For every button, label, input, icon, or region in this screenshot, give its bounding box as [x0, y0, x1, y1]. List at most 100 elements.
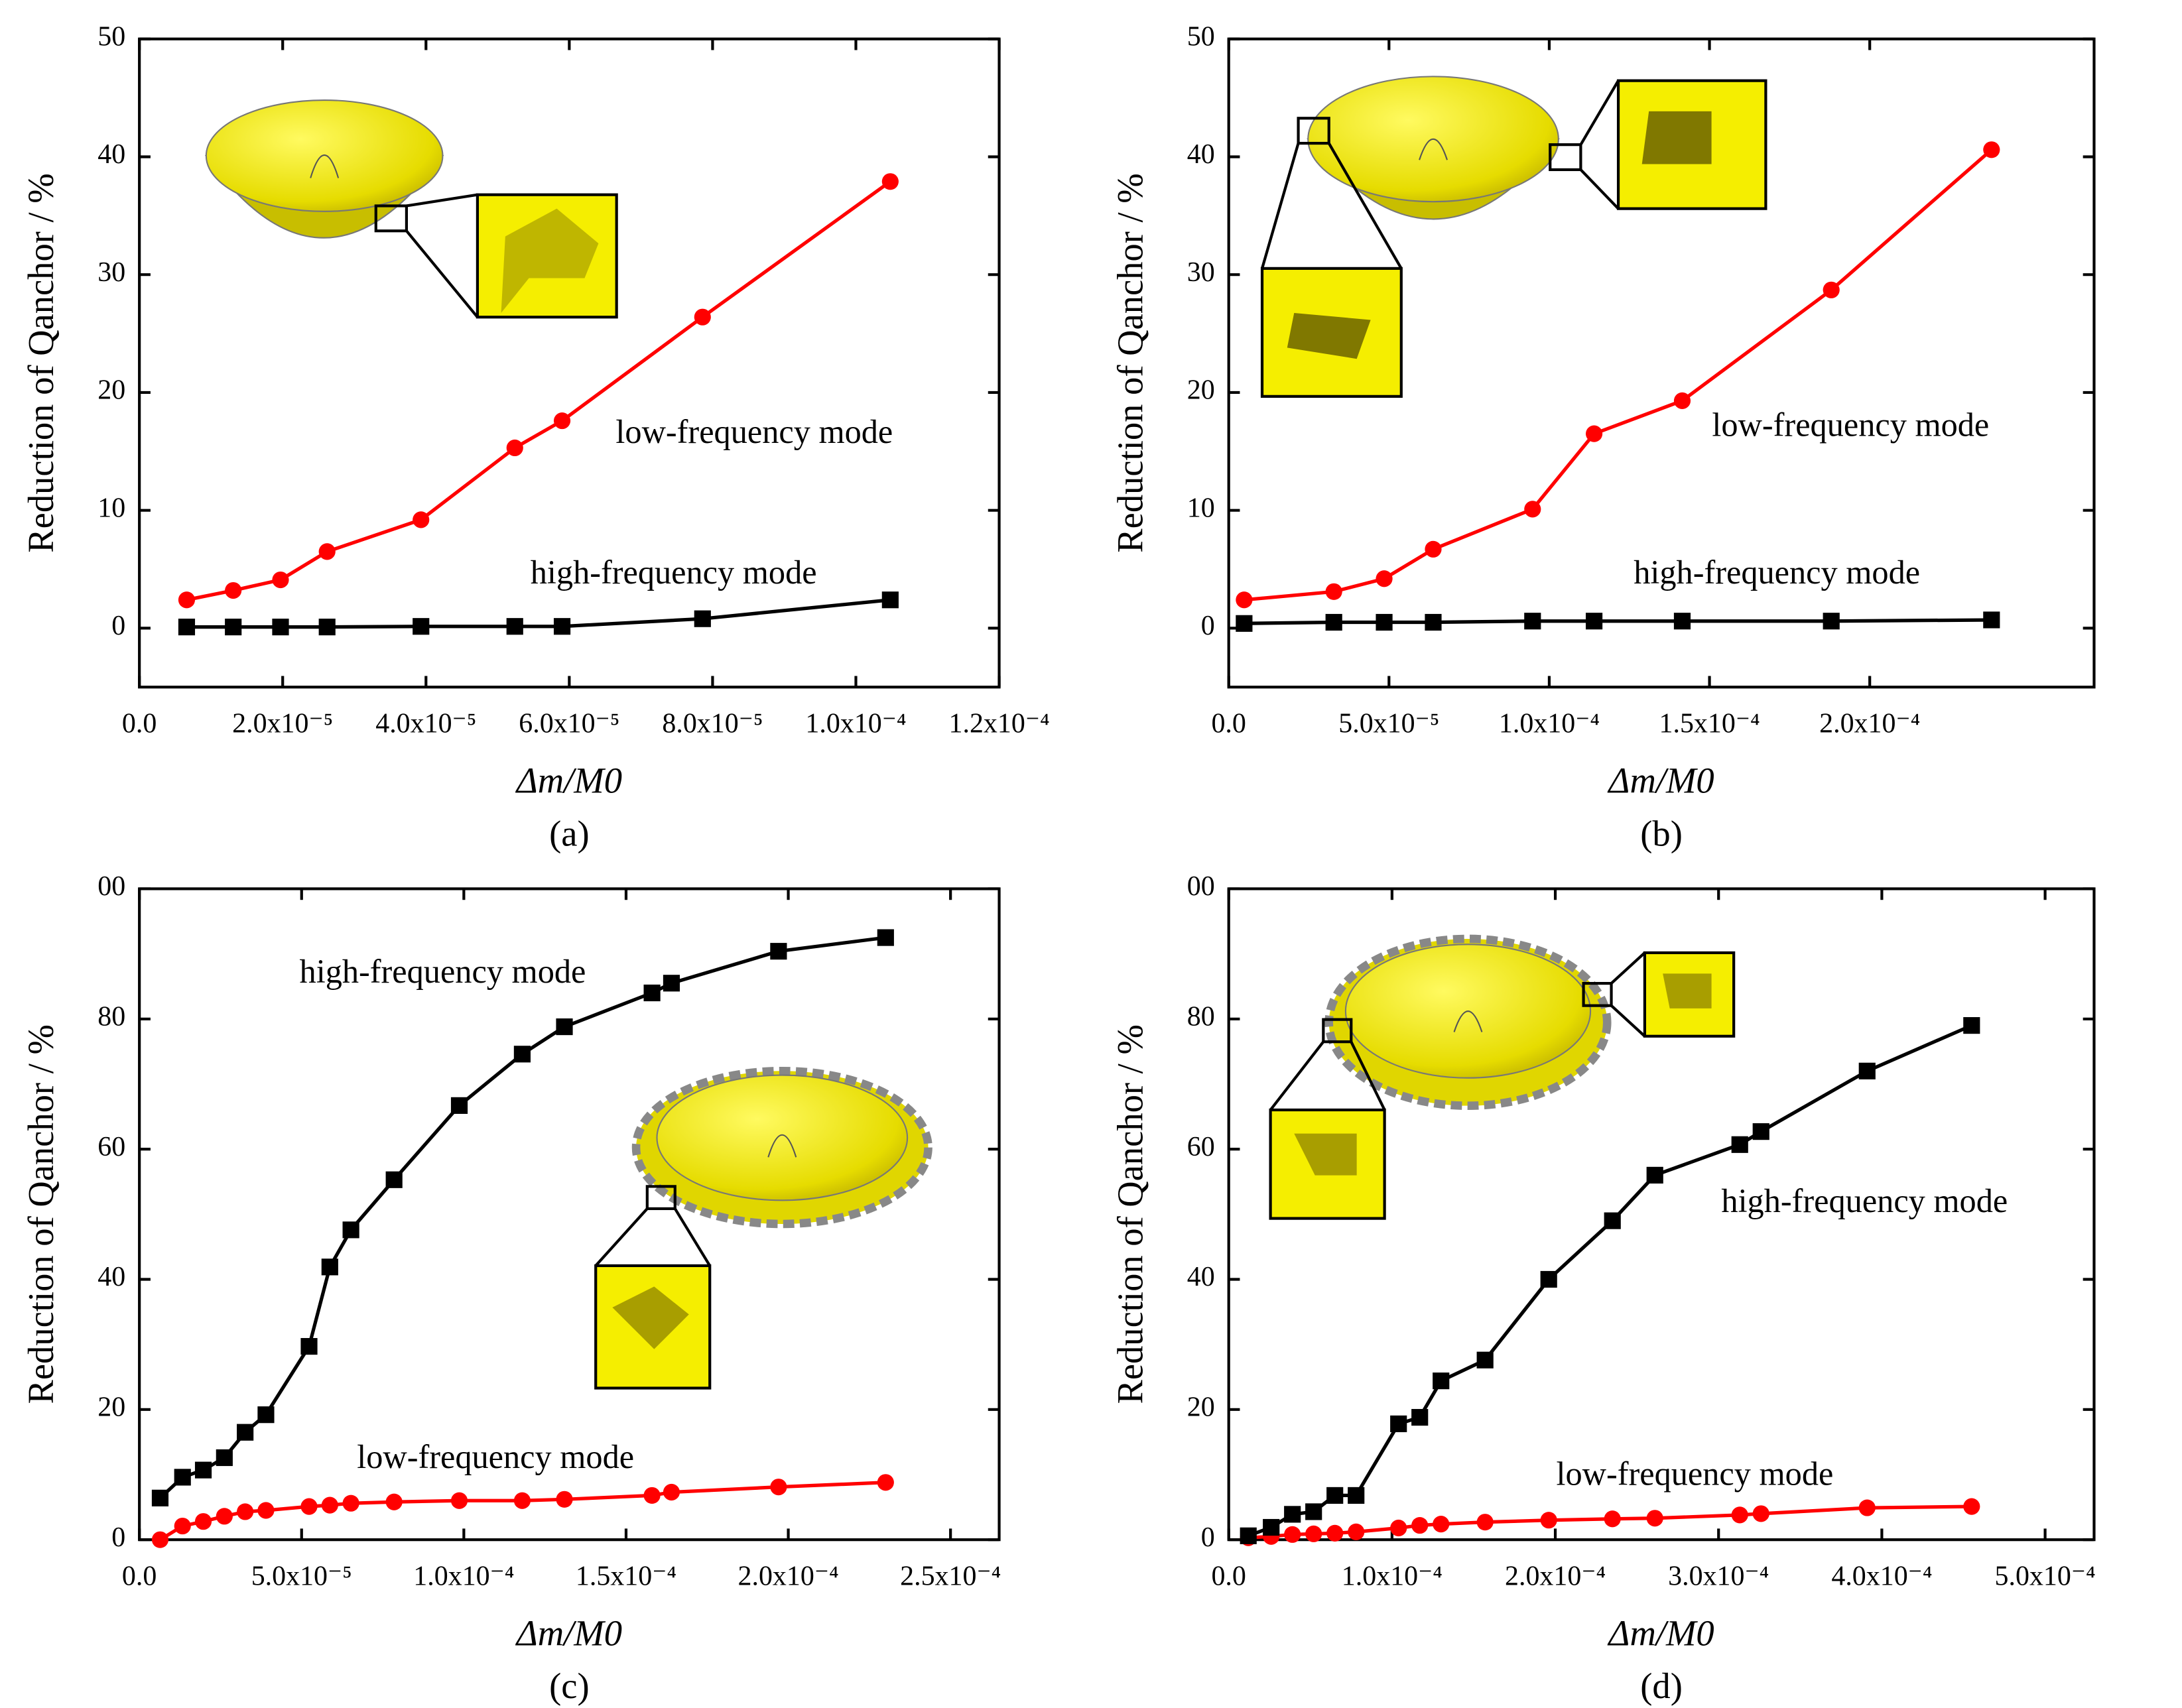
caption: (d) — [1640, 1666, 1683, 1706]
marker — [151, 1531, 169, 1548]
x-tick-label: 1.5x10⁻⁴ — [1659, 709, 1760, 739]
marker — [1326, 1524, 1344, 1542]
series-annotation: low-frequency mode — [615, 413, 893, 450]
marker — [1673, 392, 1691, 409]
marker — [178, 619, 196, 636]
marker — [881, 591, 899, 609]
marker — [1983, 141, 2000, 158]
x-tick-label: 2.0x10⁻⁴ — [738, 1561, 839, 1592]
marker — [450, 1492, 468, 1509]
x-tick-label: 5.0x10⁻⁴ — [1995, 1561, 2096, 1592]
marker — [694, 308, 711, 326]
marker — [1646, 1166, 1663, 1184]
marker — [553, 412, 571, 430]
series-annotation: high-frequency mode — [1634, 554, 1920, 591]
y-tick-label: 30 — [97, 257, 125, 288]
marker — [1585, 613, 1603, 630]
marker — [342, 1494, 359, 1512]
caption: (a) — [549, 813, 590, 853]
y-tick-label: 20 — [97, 1392, 125, 1422]
marker — [1263, 1518, 1280, 1536]
y-tick-label: 50 — [97, 21, 125, 52]
marker — [318, 619, 336, 636]
y-tick-label: 40 — [1187, 139, 1215, 170]
y-axis-label: Reduction of Qanchor / % — [21, 1024, 61, 1404]
plot: 0.0 5.0x10⁻⁵ 1.0x10⁻⁴ 1.5x10⁻⁴ 2.0x10⁻⁴ 2.5x1… — [21, 871, 1001, 1706]
marker — [257, 1502, 275, 1519]
marker — [877, 929, 894, 946]
x-tick-label: 1.5x10⁻⁴ — [576, 1561, 676, 1592]
x-tick-label: 5.0x10⁻⁵ — [251, 1561, 352, 1592]
marker — [1983, 611, 2000, 629]
x-tick-label: 2.0x10⁻⁴ — [1505, 1561, 1606, 1592]
marker — [770, 1479, 787, 1496]
marker — [1411, 1409, 1429, 1426]
marker — [1390, 1415, 1407, 1433]
x-tick-label: 0.0 — [122, 1561, 157, 1592]
y-tick-label: 0 — [111, 611, 125, 641]
series-line — [1244, 618, 1992, 625]
y-tick-label: 20 — [1187, 375, 1215, 406]
x-tick-label: 2.5x10⁻⁴ — [900, 1561, 1001, 1592]
y-tick-label: 0 — [111, 1522, 125, 1553]
y-tick-label: 40 — [1187, 1262, 1215, 1292]
marker — [1604, 1212, 1621, 1229]
marker — [1731, 1506, 1748, 1524]
marker — [342, 1221, 359, 1239]
marker — [1376, 570, 1393, 587]
marker — [1425, 613, 1442, 631]
marker — [1585, 425, 1603, 442]
y-tick-label: 60 — [1187, 1132, 1215, 1162]
marker — [237, 1424, 254, 1441]
marker — [1476, 1514, 1494, 1531]
marker — [194, 1461, 212, 1479]
x-tick-label: 1.0x10⁻⁴ — [413, 1561, 514, 1592]
plot: 0.0 1.0x10⁻⁴ 2.0x10⁻⁴ 3.0x10⁻⁴ 4.0x10⁻⁴ 5.0x1… — [1110, 871, 2096, 1706]
plot: 0.0 2.0x10⁻⁵ 4.0x10⁻⁵ 6.0x10⁻⁵ 8.0x10⁻⁵ 1.0x1… — [21, 21, 1050, 853]
x-tick-label: 2.0x10⁻⁴ — [1819, 709, 1920, 739]
marker — [513, 1492, 531, 1509]
series-annotation: low-frequency mode — [357, 1438, 634, 1475]
x-axis-label: Δm/M0 — [515, 1613, 622, 1654]
series-annotation: low-frequency mode — [1556, 1455, 1833, 1492]
x-tick-label: 1.0x10⁻⁴ — [1499, 709, 1600, 739]
marker — [1963, 1498, 1980, 1515]
x-tick-label: 8.0x10⁻⁵ — [662, 709, 763, 739]
y-tick-label: 60 — [97, 1132, 125, 1162]
marker — [1325, 613, 1342, 631]
marker — [1425, 540, 1442, 558]
marker — [1376, 613, 1393, 631]
inset-a — [204, 99, 618, 319]
marker — [300, 1338, 318, 1355]
y-tick-label: 10 — [97, 493, 125, 523]
plot-frame — [138, 887, 1001, 1542]
x-tick-label: 2.0x10⁻⁵ — [232, 709, 333, 739]
marker — [151, 1489, 169, 1506]
marker — [1433, 1516, 1450, 1533]
plot: 0.0 5.0x10⁻⁵ 1.0x10⁻⁴ 1.5x10⁻⁴ 2.0x10⁻⁴ 0 10 20… — [1110, 21, 2096, 853]
marker — [1325, 583, 1342, 600]
plot-frame — [1227, 887, 2096, 1542]
y-tick-label: 50 — [1187, 21, 1215, 52]
y-tick-label: 40 — [97, 139, 125, 170]
marker — [194, 1513, 212, 1530]
marker — [643, 984, 661, 1002]
marker — [694, 610, 711, 627]
marker — [1305, 1525, 1322, 1542]
x-axis-label: Δm/M0 — [1607, 761, 1714, 801]
inset-b — [1260, 76, 1767, 398]
marker — [318, 543, 336, 560]
marker — [216, 1508, 233, 1525]
marker — [1646, 1510, 1663, 1527]
marker — [1348, 1487, 1365, 1504]
marker — [1823, 613, 1840, 630]
x-tick-label: 6.0x10⁻⁵ — [519, 709, 619, 739]
marker — [272, 571, 289, 589]
x-tick-label: 4.0x10⁻⁴ — [1831, 1561, 1932, 1592]
marker — [1604, 1510, 1621, 1528]
marker — [216, 1449, 233, 1467]
series-annotation: high-frequency mode — [1721, 1182, 2008, 1219]
y-tick-label: 40 — [97, 1262, 125, 1292]
x-tick-label: 0.0 — [122, 709, 157, 739]
